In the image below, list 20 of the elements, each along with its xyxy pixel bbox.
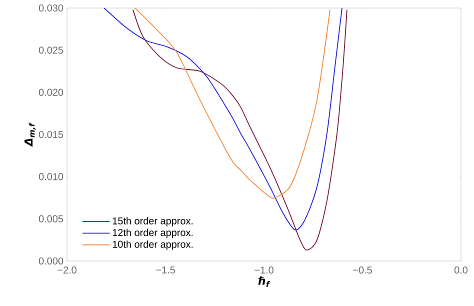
y-tick-label: 0.000 xyxy=(38,257,64,265)
x-tick-label: 0.0 xyxy=(454,266,468,274)
y-tick-label: 0.010 xyxy=(38,173,64,180)
legend-label: 12th order approx. xyxy=(112,228,193,238)
x-tick-label: −1.0 xyxy=(254,266,274,274)
y-tick-label: 0.025 xyxy=(38,46,64,54)
x-tick-label: −1.5 xyxy=(156,266,175,274)
legend-label: 10th order approx. xyxy=(112,240,193,250)
legend-label: 15th order approx. xyxy=(112,217,193,226)
y-tick-label: 0.015 xyxy=(38,130,64,138)
line-series xyxy=(104,8,342,230)
y-axis-title: Δ$_{m,f}$ xyxy=(24,122,36,147)
x-axis-title: ℏ$_{f}$ xyxy=(258,276,270,287)
y-tick-label: 0.030 xyxy=(38,4,64,12)
line-series xyxy=(134,8,330,198)
x-tick-label: −0.5 xyxy=(353,266,372,274)
y-tick-label: 0.020 xyxy=(38,88,64,96)
y-tick-label: 0.005 xyxy=(38,215,64,222)
line-series xyxy=(132,9,348,250)
x-tick-label: −2.0 xyxy=(58,266,76,274)
